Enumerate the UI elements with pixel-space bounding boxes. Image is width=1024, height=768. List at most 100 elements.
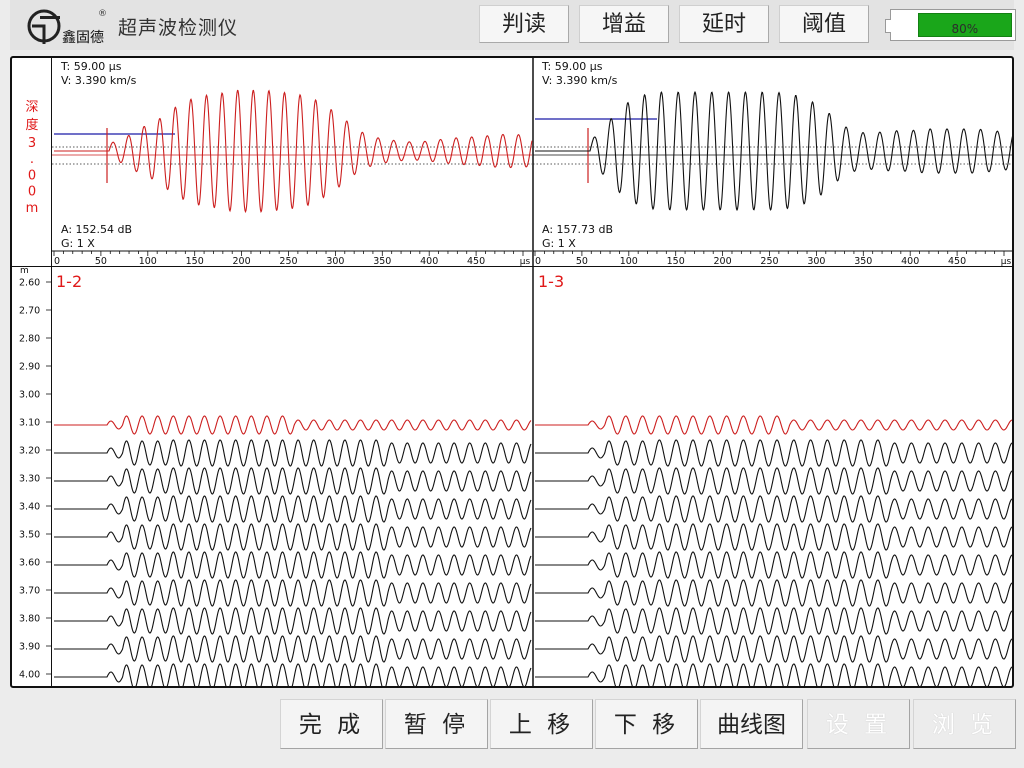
depth-tick-label: 3.80 — [19, 614, 40, 625]
profile-trace — [535, 579, 1012, 607]
profile-trace — [535, 439, 1012, 467]
pause-button[interactable]: 暂 停 — [385, 699, 488, 749]
profile-label-1-3: 1-3 — [538, 272, 564, 291]
depth-indicator: 深 度 3.00m — [25, 100, 38, 216]
depth-tick-label: 3.60 — [19, 558, 40, 569]
time-unit-label: μs — [520, 257, 531, 267]
top-bar: 鑫固德 ® 超声波检测仪 判读 增益 延时 阈值 80% — [10, 0, 1016, 50]
depth-label-char-2: 度 — [25, 117, 38, 133]
profile-trace — [54, 415, 532, 435]
profile-trace — [54, 663, 532, 686]
depth-tick-label: 3.70 — [19, 586, 40, 597]
time-tick-label: 250 — [279, 256, 297, 267]
time-unit-label: μs — [1001, 257, 1012, 267]
app-title: 超声波检测仪 — [118, 17, 239, 39]
time-tick-label: 150 — [667, 256, 685, 267]
depth-tick-label: 3.30 — [19, 474, 40, 485]
profile-trace — [535, 635, 1012, 663]
depth-value-char: 3 — [28, 136, 36, 151]
depth-value-char: 0 — [28, 185, 36, 200]
finish-button[interactable]: 完 成 — [280, 699, 383, 749]
browse-button: 浏 览 — [913, 699, 1016, 749]
depth-tick-label: 3.50 — [19, 530, 40, 541]
profile-trace — [54, 467, 532, 495]
battery-percent: 80% — [951, 22, 979, 36]
profile-traces — [54, 415, 1012, 686]
profile-trace — [535, 663, 1012, 686]
time-tick-label: 150 — [186, 256, 204, 267]
time-tick-label: 200 — [233, 256, 251, 267]
waveform-traces — [52, 89, 1012, 214]
logo-text: 鑫固德 — [62, 29, 104, 46]
depth-unit-label: m — [20, 266, 29, 276]
profile-trace — [54, 635, 532, 663]
depth-tick-label: 2.90 — [19, 362, 40, 373]
depth-value-char: 0 — [28, 168, 36, 183]
time-tick-label: 350 — [373, 256, 391, 267]
time-tick-label: 400 — [420, 256, 438, 267]
panel-1-2-time: T: 59.00 μs — [60, 60, 122, 73]
profile-trace — [535, 495, 1012, 523]
curve-button[interactable]: 曲线图 — [700, 699, 803, 749]
time-tick-label: 0 — [54, 256, 60, 267]
waveform — [54, 89, 533, 214]
time-tick-label: 450 — [467, 256, 485, 267]
company-logo: 鑫固德 ® — [27, 9, 107, 46]
registered-mark: ® — [98, 9, 107, 19]
profile-trace — [54, 579, 532, 607]
profile-label-1-2: 1-2 — [56, 272, 82, 291]
depth-tick-label: 3.10 — [19, 418, 40, 429]
depth-tick-label: 3.40 — [19, 502, 40, 513]
tab-interpret[interactable]: 判读 — [479, 5, 569, 43]
time-tick-label: 250 — [760, 256, 778, 267]
depth-tick-label: 2.70 — [19, 306, 40, 317]
time-axis: 0 50 100 150 200 250 300 350 400 450 μs 0 50 100 150 20… — [52, 250, 1012, 267]
depth-value-char: . — [30, 152, 34, 167]
move-down-button[interactable]: 下 移 — [595, 699, 698, 749]
waveform — [535, 90, 1012, 212]
time-tick-label: 50 — [576, 256, 588, 267]
tab-delay[interactable]: 延时 — [679, 5, 769, 43]
depth-tick-label: 4.00 — [19, 670, 40, 681]
depth-tick-label: 3.90 — [19, 642, 40, 653]
profile-trace — [54, 607, 532, 635]
battery-terminal — [885, 19, 891, 33]
battery-fill: 80% — [917, 13, 1012, 37]
panel-1-3-info: T: 59.00 μs V: 3.390 km/s A: 157.73 dB G… — [541, 60, 618, 250]
depth-tick-label: 2.60 — [19, 278, 40, 289]
profile-trace — [535, 523, 1012, 551]
move-up-button[interactable]: 上 移 — [490, 699, 593, 749]
panel-1-3-time: T: 59.00 μs — [541, 60, 603, 73]
time-tick-label: 300 — [807, 256, 825, 267]
depth-axis: m 2.60 2.70 2.80 2.90 3.00 3.10 3.20 3.30 3.40 3.5… — [19, 266, 51, 681]
time-tick-label: 0 — [535, 256, 541, 267]
panel-1-3-amplitude: A: 157.73 dB — [542, 223, 613, 236]
time-tick-label: 400 — [901, 256, 919, 267]
waveform-plot[interactable]: 深 度 3.00m T: 59.00 μs V: 3.390 km/s A: 1… — [12, 58, 1012, 686]
panel-1-2-gain: G: 1 X — [61, 237, 95, 250]
time-tick-label: 200 — [714, 256, 732, 267]
time-tick-label: 100 — [139, 256, 157, 267]
panel-1-3-velocity: V: 3.390 km/s — [542, 74, 618, 87]
panel-dividers — [12, 58, 1012, 686]
tab-threshold[interactable]: 阈值 — [779, 5, 869, 43]
time-tick-label: 350 — [854, 256, 872, 267]
settings-button: 设 置 — [807, 699, 910, 749]
battery-indicator: 80% — [885, 9, 1016, 41]
profile-trace — [535, 607, 1012, 635]
tab-gain[interactable]: 增益 — [579, 5, 669, 43]
depth-label-char-1: 深 — [25, 100, 38, 115]
depth-tick-label: 2.80 — [19, 334, 40, 345]
time-tick-label: 100 — [620, 256, 638, 267]
panel-1-3-gain: G: 1 X — [542, 237, 576, 250]
time-tick-label: 300 — [326, 256, 344, 267]
profile-trace — [54, 551, 532, 579]
time-tick-label: 50 — [95, 256, 107, 267]
profile-trace — [54, 439, 532, 467]
time-tick-label: 450 — [948, 256, 966, 267]
profile-trace — [535, 467, 1012, 495]
profile-trace — [54, 495, 532, 523]
profile-trace — [54, 523, 532, 551]
panel-1-2-amplitude: A: 152.54 dB — [61, 223, 132, 236]
